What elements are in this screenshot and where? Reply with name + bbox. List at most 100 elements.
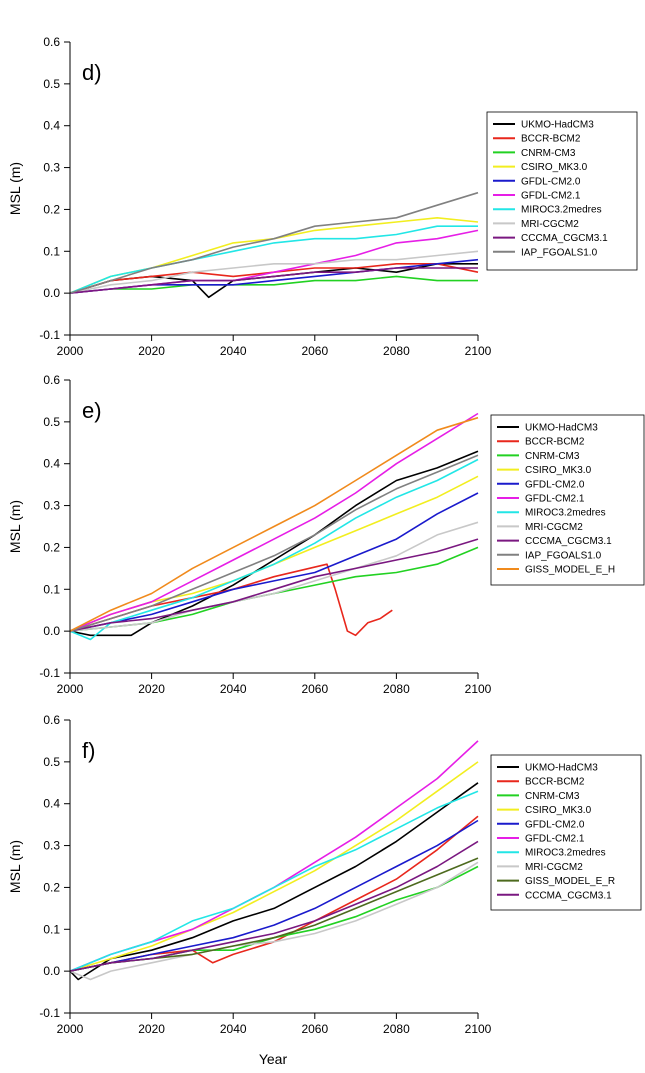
y-tick-label: 0.2: [43, 202, 60, 216]
legend-label: UKMO-HadCM3: [525, 763, 598, 774]
panel-label: f): [82, 738, 95, 763]
series-line-gfdl-cm2-0: [69, 819, 479, 972]
y-tick-label: 0.4: [43, 457, 60, 471]
series-line-miroc3-2medres: [69, 790, 479, 972]
legend-label: GFDL-CM2.1: [525, 494, 585, 505]
chart-panel-2: -0.1 0.0 0.1 0.2 0.3 0.4 0.5 0.6 2000 2020 2040 206…: [7, 373, 645, 696]
panel-label: e): [82, 398, 102, 423]
legend-label: CSIRO_MK3.0: [521, 162, 588, 173]
y-tick-label: 0.5: [43, 415, 60, 429]
legend-label: BCCR-BCM2: [521, 134, 581, 145]
legend-label: IAP_FGOALS1.0: [525, 550, 602, 561]
y-tick-label: 0.1: [43, 244, 60, 258]
legend-label: GISS_MODEL_E_H: [525, 565, 615, 576]
legend-label: GFDL-CM2.1: [525, 834, 585, 845]
series-line-cnrm-cm3: [69, 275, 478, 294]
series-line-gfdl-cm2-1: [69, 412, 479, 632]
series-line-miroc3-2medres: [69, 225, 478, 294]
legend-label: CCCMA_CGCM3.1: [525, 890, 612, 901]
y-tick-label: 0.6: [43, 35, 60, 49]
y-axis-title: MSL (m): [7, 162, 23, 215]
x-tick-label: 2040: [220, 344, 247, 358]
y-tick-label: 0.0: [43, 286, 60, 300]
x-tick-label: 2100: [465, 1022, 492, 1036]
legend-label: GISS_MODEL_E_R: [525, 876, 615, 887]
legend-label: BCCR-BCM2: [525, 777, 585, 788]
series-line-csiro-mk3-0: [69, 761, 479, 972]
y-tick-label: 0.4: [43, 119, 60, 133]
x-tick-label: 2020: [138, 682, 165, 696]
x-tick-label: 2020: [138, 1022, 165, 1036]
series-line-iap-fgoals1-0: [69, 191, 479, 294]
panel-label: d): [82, 60, 102, 85]
x-tick-label: 2000: [57, 1022, 84, 1036]
legend-label: MIROC3.2medres: [525, 848, 606, 859]
series-line-csiro-mk3-0: [69, 217, 479, 294]
series-line-cccma-cgcm3-1: [69, 267, 478, 294]
x-tick-label: 2060: [301, 682, 328, 696]
x-tick-label: 2060: [301, 344, 328, 358]
series-line-iap-fgoals1-0: [69, 454, 479, 632]
legend-label: CNRM-CM3: [525, 451, 580, 462]
y-tick-label: 0.3: [43, 839, 60, 853]
x-tick-label: 2080: [383, 682, 410, 696]
legend-label: IAP_FGOALS1.0: [521, 247, 598, 258]
y-tick-label: 0.2: [43, 540, 60, 554]
legend-label: GFDL-CM2.1: [521, 191, 581, 202]
legend-label: UKMO-HadCM3: [521, 120, 594, 131]
y-tick-label: 0.6: [43, 373, 60, 387]
legend-label: MRI-CGCM2: [525, 862, 583, 873]
y-tick-label: 0.5: [43, 77, 60, 91]
x-tick-label: 2020: [138, 344, 165, 358]
x-tick-label: 2100: [465, 682, 492, 696]
legend-label: CCCMA_CGCM3.1: [525, 536, 612, 547]
series-line-ukmo-hadcm3: [69, 782, 479, 981]
y-tick-label: 0.0: [43, 624, 60, 638]
x-tick-label: 2040: [220, 1022, 247, 1036]
legend-label: GFDL-CM2.0: [525, 819, 585, 830]
x-tick-label: 2000: [57, 344, 84, 358]
y-tick-label: 0.5: [43, 755, 60, 769]
legend-label: CSIRO_MK3.0: [525, 805, 592, 816]
legend-label: MIROC3.2medres: [521, 205, 602, 216]
y-tick-label: -0.1: [39, 328, 60, 342]
y-tick-label: 0.3: [43, 499, 60, 513]
x-tick-label: 2080: [383, 1022, 410, 1036]
y-tick-label: 0.2: [43, 880, 60, 894]
legend-label: MRI-CGCM2: [525, 522, 583, 533]
chart-panel-3: -0.1 0.0 0.1 0.2 0.3 0.4 0.5 0.6 2000 2020 2040 206…: [7, 713, 642, 1036]
y-axis-title: MSL (m): [7, 840, 23, 893]
series-line-cccma-cgcm3-1: [69, 538, 479, 632]
legend-box: [490, 414, 645, 586]
legend-label: CSIRO_MK3.0: [525, 465, 592, 476]
x-tick-label: 2000: [57, 682, 84, 696]
legend-label: GFDL-CM2.0: [525, 479, 585, 490]
series-line-cccma-cgcm3-1: [69, 840, 479, 972]
legend-label: CCCMA_CGCM3.1: [521, 233, 608, 244]
legend-label: CNRM-CM3: [521, 148, 576, 159]
y-tick-label: 0.0: [43, 964, 60, 978]
x-tick-label: 2060: [301, 1022, 328, 1036]
x-tick-label: 2100: [465, 344, 492, 358]
series-line-gfdl-cm2-0: [69, 492, 479, 632]
legend-label: GFDL-CM2.0: [521, 176, 581, 187]
series-line-miroc3-2medres: [69, 458, 479, 641]
series-line-mri-cgcm2: [69, 250, 479, 294]
series-line-ukmo-hadcm3: [69, 450, 479, 637]
y-tick-label: 0.3: [43, 161, 60, 175]
y-axis-title: MSL (m): [7, 500, 23, 553]
legend-label: BCCR-BCM2: [525, 437, 585, 448]
x-axis-title: Year: [259, 1051, 288, 1067]
series-line-cnrm-cm3: [69, 865, 479, 972]
series-line-gfdl-cm2-1: [69, 229, 479, 294]
x-tick-label: 2080: [383, 344, 410, 358]
x-tick-label: 2040: [220, 682, 247, 696]
chart-panel-1: -0.1 0.0 0.1 0.2 0.3 0.4 0.5 0.6 2000 2020 2040 206…: [7, 35, 638, 358]
y-tick-label: -0.1: [39, 1006, 60, 1020]
y-tick-label: 0.1: [43, 922, 60, 936]
y-tick-label: 0.4: [43, 797, 60, 811]
series-line-mri-cgcm2: [69, 861, 479, 981]
legend-label: UKMO-HadCM3: [525, 423, 598, 434]
y-tick-label: 0.1: [43, 582, 60, 596]
